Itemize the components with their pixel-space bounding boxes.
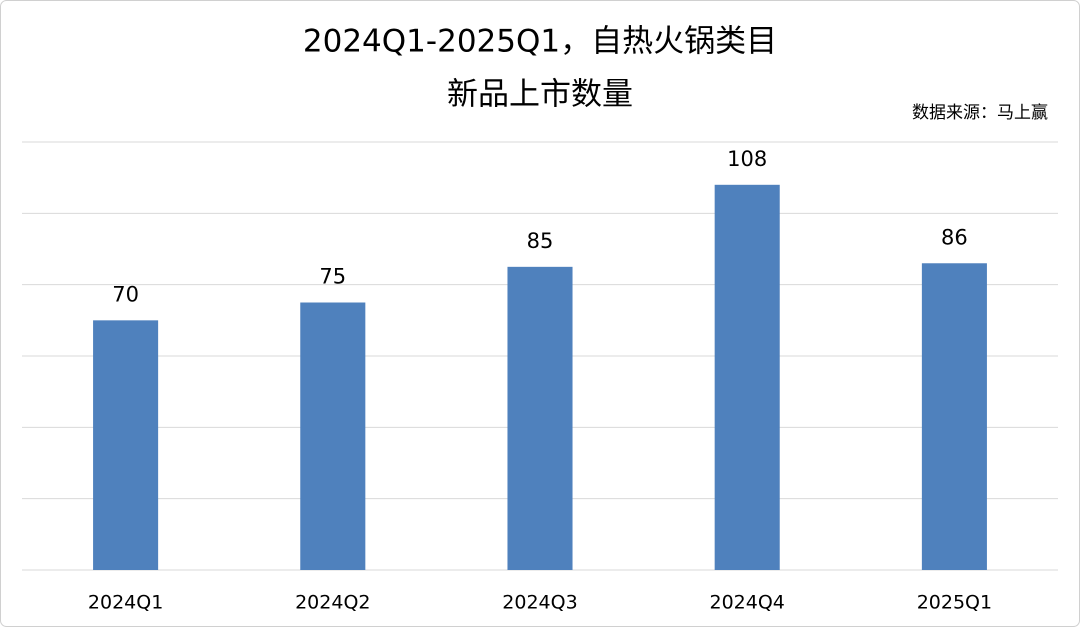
chart-title: 新品上市数量 bbox=[447, 77, 633, 113]
bar bbox=[93, 320, 159, 570]
bar bbox=[507, 266, 573, 570]
x-tick-label: 2024Q1 bbox=[88, 592, 163, 614]
source-note: 数据来源：马上赢 bbox=[912, 103, 1048, 123]
bar bbox=[921, 263, 987, 570]
x-tick-label: 2024Q2 bbox=[295, 592, 370, 614]
value-label: 75 bbox=[319, 265, 346, 289]
bar bbox=[714, 184, 780, 571]
value-label: 85 bbox=[527, 229, 554, 253]
bar bbox=[300, 302, 366, 570]
chart-title: 2024Q1-2025Q1，自热火锅类目 bbox=[303, 24, 777, 60]
x-tick-label: 2024Q3 bbox=[502, 592, 577, 614]
x-tick-label: 2025Q1 bbox=[917, 592, 992, 614]
value-label: 86 bbox=[941, 225, 968, 249]
x-tick-label: 2024Q4 bbox=[709, 592, 784, 614]
value-label: 108 bbox=[727, 147, 767, 171]
value-label: 70 bbox=[112, 282, 139, 306]
